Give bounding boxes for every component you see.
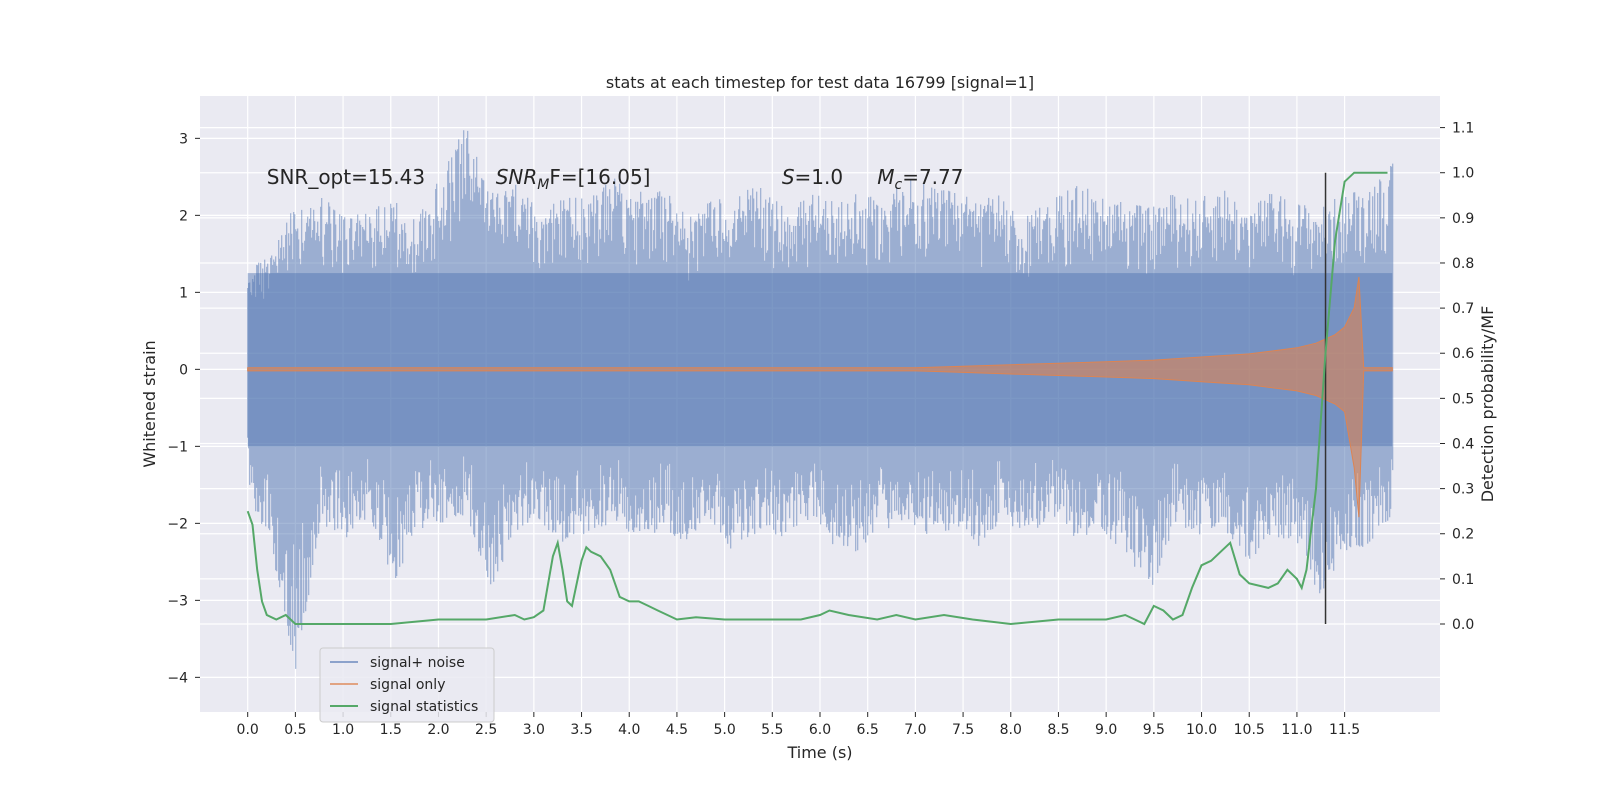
x-tick-label: 9.5 <box>1143 722 1165 738</box>
legend-label-stats: signal statistics <box>370 699 478 715</box>
y-axis-label: Whitened strain <box>140 340 159 467</box>
y-tick-label: −3 <box>167 593 188 609</box>
annotation-sub: M <box>537 177 549 193</box>
x-tick-label: 6.5 <box>857 722 879 738</box>
x-tick-label: 7.0 <box>904 722 926 738</box>
x-tick-label: 5.5 <box>761 722 783 738</box>
signal-envelope <box>247 276 1393 518</box>
y2-tick-label: 1.1 <box>1452 121 1474 137</box>
y2-tick-label: 0.4 <box>1452 436 1474 452</box>
y2-tick-label: 0.2 <box>1452 527 1474 543</box>
annotation-rest: =7.77 <box>902 165 963 189</box>
y-tick-label: 3 <box>179 131 188 147</box>
x-tick-label: 8.5 <box>1047 722 1069 738</box>
y2-tick-label: 1.0 <box>1452 166 1474 182</box>
y2-tick-label: 0.9 <box>1452 211 1474 227</box>
x-tick-label: 0.0 <box>237 722 259 738</box>
annotation: SNR_opt=15.43 <box>267 165 425 189</box>
y2-tick-label: 0.1 <box>1452 572 1474 588</box>
annotation-main: SNR <box>496 165 538 189</box>
x-axis-label: Time (s) <box>786 743 852 762</box>
x-tick-label: 11.5 <box>1329 722 1360 738</box>
stats-line <box>246 171 1388 626</box>
annotation-sub: c <box>894 177 902 193</box>
x-tick-label: 1.5 <box>380 722 402 738</box>
y2-tick-label: 0.5 <box>1452 391 1474 407</box>
stats-series <box>246 171 1388 626</box>
y-tick-label: −1 <box>167 439 188 455</box>
x-tick-label: 10.5 <box>1234 722 1265 738</box>
x-tick-label: 4.0 <box>618 722 640 738</box>
y-axis: 3 2 1 0 −1 −2 −3 −4 <box>167 131 200 686</box>
y2-tick-label: 0.8 <box>1452 256 1474 272</box>
y-tick-label: 0 <box>179 362 188 378</box>
x-tick-label: 1.0 <box>332 722 354 738</box>
x-tick-label: 2.5 <box>475 722 497 738</box>
x-tick-label: 5.0 <box>713 722 735 738</box>
annotation: SNRMF=[16.05] <box>496 165 651 193</box>
annotation-main: SNR_opt=15.43 <box>267 165 425 189</box>
x-tick-label: 0.5 <box>284 722 306 738</box>
y2-tick-label: 0.3 <box>1452 482 1474 498</box>
signal-series <box>247 276 1393 518</box>
annotation: Mc=7.77 <box>877 165 963 193</box>
x-tick-label: 6.0 <box>809 722 831 738</box>
annotation-rest: F=[16.05] <box>549 165 650 189</box>
y2-tick-label: 0.7 <box>1452 301 1474 317</box>
legend-label-noise: signal+ noise <box>370 655 465 671</box>
annotation-main: S <box>782 165 795 189</box>
annotation-rest: =1.0 <box>795 165 844 189</box>
chart-title: stats at each timestep for test data 167… <box>606 73 1034 92</box>
annotation: S=1.0 <box>782 165 843 189</box>
x-tick-label: 3.0 <box>523 722 545 738</box>
legend: signal+ noise signal only signal statist… <box>319 647 495 723</box>
y2-axis: 1.1 1.0 0.9 0.8 0.7 0.6 0.5 0.4 0.3 0.2 0.1 0.0 <box>1440 121 1474 633</box>
y-tick-label: 1 <box>179 285 188 301</box>
x-tick-label: 10.0 <box>1186 722 1217 738</box>
x-tick-label: 8.0 <box>1000 722 1022 738</box>
annotation-main: M <box>877 165 894 189</box>
y-tick-label: 2 <box>179 208 188 224</box>
annotations: SNR_opt=15.43 SNRMF=[16.05] S=1.0 Mc=7.77 <box>267 165 964 193</box>
y-tick-label: −2 <box>167 516 188 532</box>
legend-box <box>319 647 495 723</box>
x-tick-label: 2.0 <box>427 722 449 738</box>
y-tick-label: −4 <box>167 670 188 686</box>
x-tick-label: 11.0 <box>1281 722 1312 738</box>
x-tick-label: 4.5 <box>666 722 688 738</box>
x-tick-label: 7.5 <box>952 722 974 738</box>
x-tick-label: 9.0 <box>1095 722 1117 738</box>
x-axis: 0.0 0.5 1.0 1.5 2.0 2.5 3.0 3.5 4.0 4.5 5.0 5.5 6.0 6… <box>237 712 1360 738</box>
x-tick-label: 3.5 <box>570 722 592 738</box>
y2-axis-label: Detection probability/MF <box>1478 306 1497 503</box>
y2-tick-label: 0.0 <box>1452 617 1474 633</box>
legend-label-signal: signal only <box>370 677 445 693</box>
y2-tick-label: 0.6 <box>1452 346 1474 362</box>
